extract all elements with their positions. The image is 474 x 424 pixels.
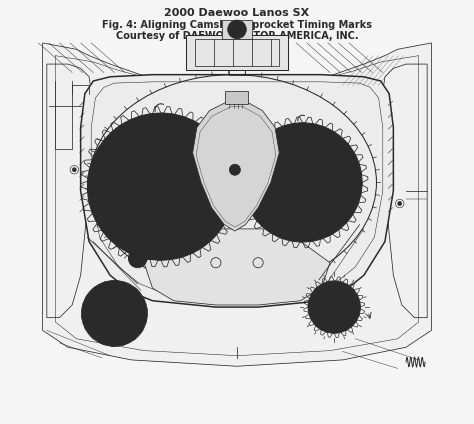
Circle shape [398,201,402,206]
Bar [186,34,288,70]
Circle shape [82,280,147,346]
Circle shape [184,149,220,184]
Circle shape [249,176,285,211]
Circle shape [229,164,240,175]
Circle shape [115,204,150,240]
Polygon shape [43,43,431,366]
Circle shape [330,303,338,311]
Polygon shape [81,75,393,307]
Text: 2000 Daewoo Lanos SX: 2000 Daewoo Lanos SX [164,8,310,18]
Circle shape [72,167,76,172]
Bar [222,20,252,39]
Circle shape [135,256,140,261]
Circle shape [87,113,235,260]
Circle shape [115,133,150,169]
Circle shape [289,169,316,196]
Circle shape [320,293,348,321]
Circle shape [145,170,177,203]
Circle shape [295,175,310,190]
Circle shape [128,249,147,268]
Circle shape [264,134,299,170]
Circle shape [284,202,320,237]
Circle shape [98,169,133,204]
Circle shape [153,213,189,249]
Circle shape [320,177,356,212]
Bar [225,91,248,104]
Text: Fig. 4: Aligning Camshaft Sprocket Timing Marks: Fig. 4: Aligning Camshaft Sprocket Timin… [102,20,372,30]
Text: Courtesy of DAEWOO MOTOR AMERICA, INC.: Courtesy of DAEWOO MOTOR AMERICA, INC. [116,31,358,41]
Circle shape [184,189,220,224]
Circle shape [308,281,360,333]
Circle shape [243,123,362,242]
Circle shape [111,310,118,317]
Bar [195,39,279,66]
Polygon shape [144,229,330,305]
Circle shape [307,135,343,170]
Circle shape [328,300,341,314]
Circle shape [152,177,170,196]
Circle shape [153,124,189,160]
Polygon shape [192,100,279,231]
Circle shape [109,307,120,319]
Circle shape [228,20,246,39]
